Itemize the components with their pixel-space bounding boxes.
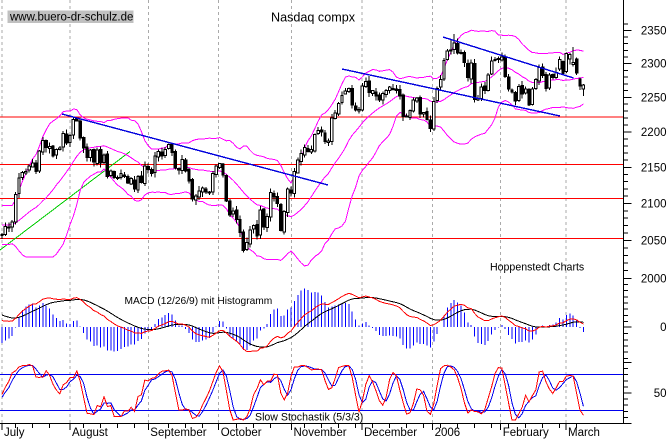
svg-text:2006: 2006 <box>435 427 461 439</box>
svg-text:September: September <box>150 427 206 439</box>
svg-text:July: July <box>4 427 25 439</box>
svg-text:0: 0 <box>660 322 666 334</box>
svg-text:October: October <box>221 427 262 439</box>
svg-text:2100: 2100 <box>641 198 667 210</box>
svg-text:December: December <box>364 427 417 439</box>
svg-text:2000: 2000 <box>641 273 667 285</box>
svg-text:Nasdaq compx: Nasdaq compx <box>271 11 356 25</box>
svg-text:November: November <box>294 427 347 439</box>
svg-text:August: August <box>72 427 109 439</box>
svg-text:50: 50 <box>654 388 667 400</box>
svg-text:March: March <box>568 427 600 439</box>
svg-text:MACD (12/26/9) mit Histogramm: MACD (12/26/9) mit Histogramm <box>125 296 273 307</box>
svg-text:Slow Stochastik (5/3/3): Slow Stochastik (5/3/3) <box>255 412 363 424</box>
svg-text:2300: 2300 <box>641 59 667 71</box>
svg-text:2050: 2050 <box>641 236 667 248</box>
svg-text:2350: 2350 <box>641 26 667 38</box>
svg-text:Hoppenstedt Charts: Hoppenstedt Charts <box>490 262 584 274</box>
svg-text:2250: 2250 <box>641 92 667 104</box>
svg-text:2150: 2150 <box>641 162 667 174</box>
svg-text:www.buero-dr-schulz.de: www.buero-dr-schulz.de <box>9 12 133 24</box>
svg-text:February: February <box>503 427 549 439</box>
svg-text:2200: 2200 <box>641 127 667 139</box>
